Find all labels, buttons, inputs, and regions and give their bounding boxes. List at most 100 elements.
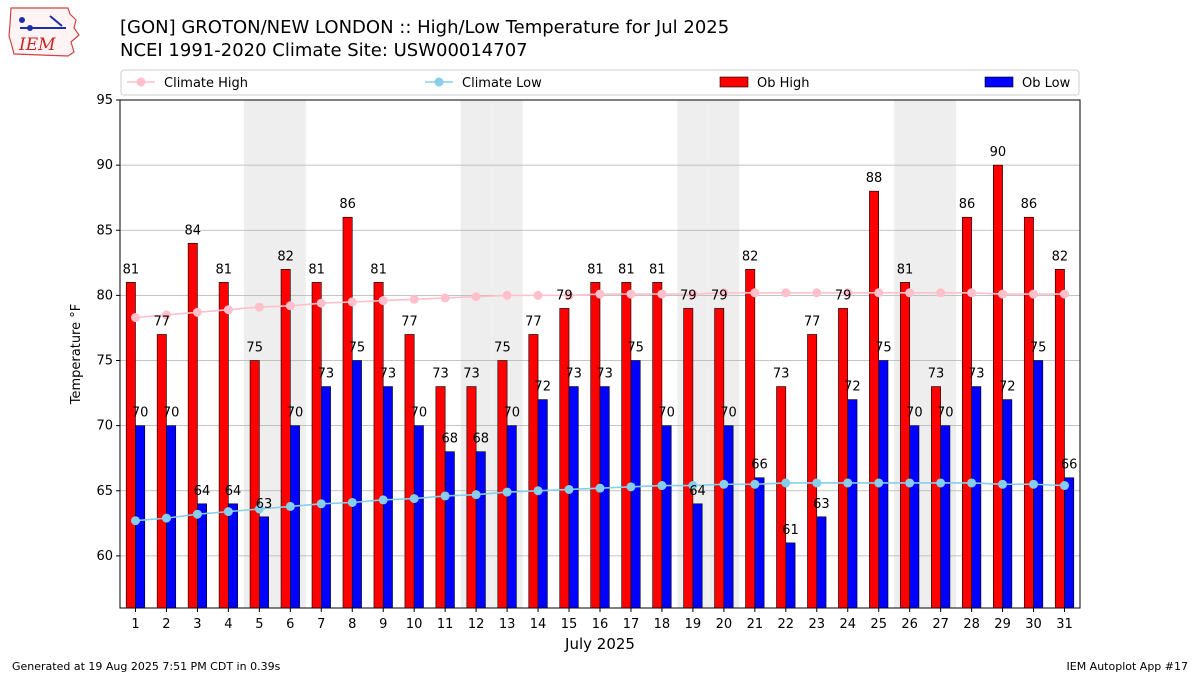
legend-label: Ob Low (1022, 76, 1071, 91)
ob-low-label: 73 (565, 367, 582, 382)
ob-high-label: 82 (1052, 249, 1069, 264)
iem-logo: IEM (8, 7, 80, 57)
ob-low-label: 64 (225, 484, 242, 499)
climate-high-point (161, 310, 171, 320)
x-tick-label: 30 (1025, 617, 1042, 632)
y-axis-label: Temperature °F (69, 304, 84, 405)
ob-high-bar (218, 282, 229, 609)
ob-high-label: 73 (432, 367, 449, 382)
x-tick-label: 25 (870, 617, 887, 632)
ob-high-label: 84 (185, 223, 202, 238)
x-tick-label: 7 (317, 617, 325, 632)
ob-low-bar (413, 425, 424, 609)
climate-high-point (316, 298, 326, 308)
ob-low-label: 72 (534, 380, 551, 395)
ob-high-bar (776, 386, 787, 609)
ob-low-bar (971, 386, 982, 609)
ob-high-bar (497, 360, 508, 609)
ob-high-label: 81 (215, 262, 232, 277)
climate-high-point (223, 305, 233, 315)
x-tick-label: 9 (379, 617, 387, 632)
ob-low-bar (290, 425, 300, 609)
ob-low-bar (320, 386, 331, 609)
ob-high-label: 86 (959, 197, 976, 212)
climate-high-point (533, 290, 543, 300)
x-tick-label: 21 (747, 617, 764, 632)
ob-low-bar (909, 425, 920, 609)
climate-high-point (440, 293, 450, 303)
x-tick-label: 5 (255, 617, 263, 632)
x-tick-label: 1 (131, 617, 139, 632)
ob-high-legend-swatch (719, 76, 749, 88)
climate-lines (130, 288, 1070, 526)
y-tick-label: 70 (96, 419, 113, 434)
ob-high-label: 81 (370, 262, 387, 277)
ob-low-bar (197, 503, 208, 609)
x-axis-label: July 2025 (564, 635, 635, 653)
ob-high-label: 75 (494, 341, 511, 356)
ob-low-label: 70 (658, 406, 675, 421)
ob-low-bar (692, 503, 703, 609)
ob-low-label: 66 (1061, 458, 1078, 473)
ob-high-label: 79 (556, 288, 573, 303)
ob-high-label: 79 (835, 288, 852, 303)
legend-label: Climate Low (462, 76, 542, 91)
climate-high-point (750, 288, 760, 298)
y-tick-label: 60 (96, 549, 113, 564)
climate-high-point (998, 289, 1008, 299)
ob-low-bar (816, 516, 827, 609)
climate-low-point (223, 507, 233, 517)
ob-low-label: 64 (194, 484, 211, 499)
x-tick-label: 2 (162, 617, 170, 632)
climate-high-point (409, 294, 419, 304)
ob-high-bar (745, 269, 756, 609)
ob-high-label: 79 (680, 288, 697, 303)
ob-low-label: 70 (906, 406, 923, 421)
climate-high-point (192, 307, 202, 317)
climate-low-point (192, 509, 202, 519)
climate-low-point (378, 495, 388, 505)
ob-low-label: 70 (132, 406, 149, 421)
ob-high-label: 88 (866, 171, 883, 186)
ob-low-bar (1064, 477, 1075, 609)
ob-high-label: 77 (804, 314, 821, 329)
climate-high-point (843, 288, 853, 298)
climate-low-point (285, 501, 295, 511)
ob-low-bar (599, 386, 610, 609)
ob-high-label: 81 (649, 262, 666, 277)
ob-high-bar (869, 190, 880, 609)
climate-low-point (750, 479, 760, 489)
ob-low-bar (537, 399, 548, 609)
ob-low-bar (351, 360, 362, 609)
climate-high-point (130, 313, 140, 323)
ob-high-bar (590, 282, 601, 609)
climate-high-point (254, 302, 264, 312)
legend-box (120, 69, 1080, 96)
ob-low-label: 66 (751, 458, 768, 473)
climate-low-point (936, 478, 946, 488)
x-tick-label: 11 (437, 617, 454, 632)
ob-low-label: 72 (844, 380, 861, 395)
x-tick-label: 6 (286, 617, 294, 632)
y-tick-label: 75 (96, 354, 113, 369)
climate-low-point (719, 479, 729, 489)
x-tick-label: 19 (685, 617, 702, 632)
ob-high-label: 73 (463, 367, 480, 382)
climate-high-point (812, 288, 822, 298)
ob-low-label: 73 (318, 367, 335, 382)
x-tick-label: 10 (406, 617, 423, 632)
ob-high-bar (714, 308, 725, 609)
ob-low-bar (754, 477, 765, 609)
ob-high-label: 75 (246, 341, 263, 356)
ob-low-bar (940, 425, 951, 609)
x-tick-label: 17 (623, 617, 640, 632)
ob-high-label: 73 (773, 367, 790, 382)
climate-high-point (967, 288, 977, 298)
climate-low-legend-marker (434, 77, 444, 87)
x-tick-label: 15 (561, 617, 578, 632)
x-tick-label: 3 (193, 617, 201, 632)
climate-high-point (688, 289, 698, 299)
climate-high-point (285, 301, 295, 311)
ob-high-bar (652, 282, 663, 609)
